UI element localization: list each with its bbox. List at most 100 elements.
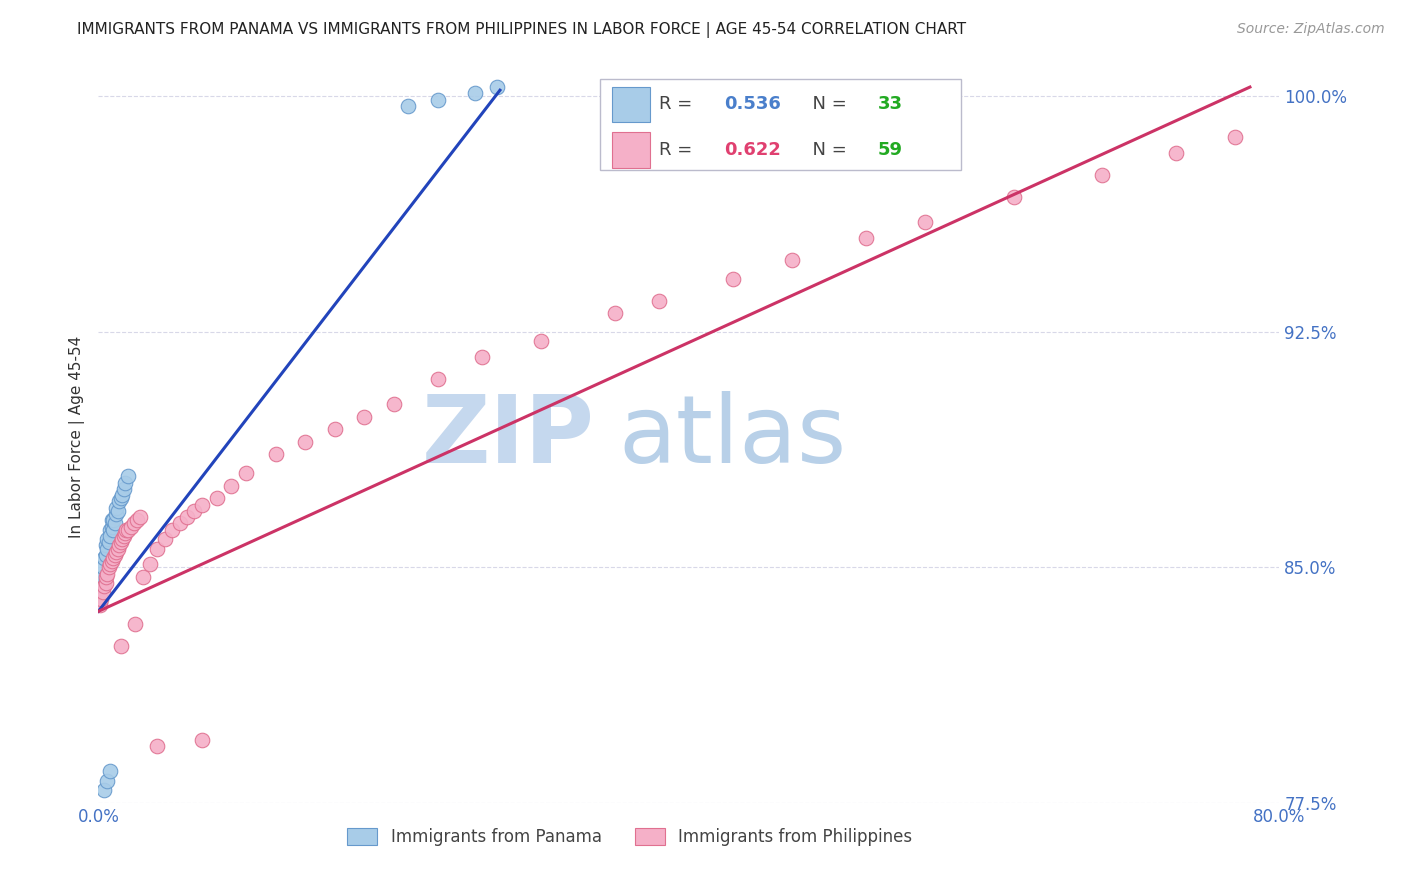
Point: [96, 541, 118, 556]
Point: [139, 558, 162, 572]
Point: [110, 639, 132, 653]
Point: [110, 491, 132, 506]
Point: [427, 372, 450, 386]
Point: [128, 510, 150, 524]
Point: [122, 516, 145, 531]
Point: [125, 513, 148, 527]
Point: [486, 80, 509, 95]
Point: [221, 479, 243, 493]
Point: [117, 523, 139, 537]
Point: [100, 519, 122, 533]
Point: [353, 409, 375, 424]
Point: [105, 500, 128, 515]
Point: [205, 491, 228, 506]
Point: [100, 513, 122, 527]
Point: [89, 598, 111, 612]
Point: [117, 469, 139, 483]
Point: [191, 733, 214, 747]
Point: [169, 516, 191, 531]
Text: R =: R =: [659, 141, 699, 159]
Point: [91, 560, 114, 574]
Text: ZIP: ZIP: [422, 391, 595, 483]
Point: [103, 550, 125, 565]
Point: [124, 616, 146, 631]
Y-axis label: In Labor Force | Age 45-54: In Labor Force | Age 45-54: [69, 336, 84, 538]
Point: [235, 466, 257, 480]
Text: 0.622: 0.622: [724, 141, 782, 159]
Point: [96, 566, 118, 581]
Point: [723, 271, 745, 285]
Text: 0.536: 0.536: [724, 95, 782, 113]
Point: [111, 532, 134, 546]
Point: [112, 529, 135, 543]
Point: [104, 548, 127, 562]
Point: [103, 513, 125, 527]
Point: [94, 570, 117, 584]
Point: [89, 595, 111, 609]
Text: N =: N =: [801, 95, 852, 113]
Point: [382, 397, 405, 411]
Point: [605, 306, 627, 320]
Point: [1225, 130, 1247, 145]
Point: [107, 541, 129, 556]
Point: [120, 519, 142, 533]
Point: [111, 488, 134, 502]
Point: [176, 510, 198, 524]
Point: [105, 507, 128, 521]
Point: [105, 544, 128, 558]
Point: [94, 548, 117, 562]
Point: [132, 570, 155, 584]
Point: [112, 482, 135, 496]
Point: [94, 538, 117, 552]
Point: [90, 591, 112, 606]
Point: [100, 554, 122, 568]
Legend: Immigrants from Panama, Immigrants from Philippines: Immigrants from Panama, Immigrants from …: [340, 822, 920, 853]
Point: [98, 764, 121, 779]
Point: [1166, 146, 1188, 161]
Point: [914, 215, 936, 229]
Text: Source: ZipAtlas.com: Source: ZipAtlas.com: [1237, 22, 1385, 37]
Point: [153, 532, 176, 546]
Text: 33: 33: [877, 95, 903, 113]
Point: [110, 535, 132, 549]
Point: [114, 525, 136, 540]
Text: R =: R =: [659, 95, 699, 113]
Point: [648, 293, 671, 308]
Point: [471, 350, 494, 364]
FancyBboxPatch shape: [600, 78, 960, 170]
Text: 59: 59: [877, 141, 903, 159]
Point: [264, 447, 287, 461]
Point: [108, 538, 131, 552]
Point: [183, 504, 205, 518]
Point: [398, 99, 420, 113]
Point: [90, 579, 112, 593]
Point: [162, 523, 183, 537]
Text: N =: N =: [801, 141, 852, 159]
Point: [96, 773, 118, 788]
Point: [427, 93, 450, 107]
Point: [98, 558, 121, 572]
Text: IMMIGRANTS FROM PANAMA VS IMMIGRANTS FROM PHILIPPINES IN LABOR FORCE | AGE 45-54: IMMIGRANTS FROM PANAMA VS IMMIGRANTS FRO…: [77, 22, 966, 38]
Point: [115, 523, 138, 537]
Point: [94, 576, 117, 591]
Point: [146, 739, 169, 754]
Point: [191, 498, 214, 512]
Point: [97, 560, 120, 574]
Point: [294, 434, 316, 449]
Point: [103, 523, 125, 537]
Point: [104, 516, 127, 531]
Point: [108, 494, 131, 508]
Point: [146, 541, 169, 556]
Point: [98, 523, 121, 537]
Point: [1002, 190, 1025, 204]
Point: [782, 252, 804, 267]
Point: [93, 579, 115, 593]
FancyBboxPatch shape: [612, 87, 650, 122]
Point: [114, 475, 136, 490]
Point: [855, 231, 877, 245]
Point: [91, 585, 114, 599]
Point: [323, 422, 346, 436]
Point: [107, 504, 129, 518]
Point: [97, 535, 120, 549]
FancyBboxPatch shape: [612, 132, 650, 168]
